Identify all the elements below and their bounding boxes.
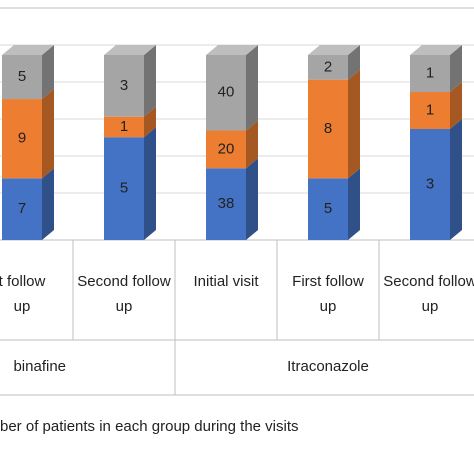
bar-side <box>348 45 360 80</box>
bar-side <box>144 106 156 138</box>
bar-side <box>42 89 54 179</box>
bar-side <box>348 168 360 240</box>
bar-top <box>104 45 156 55</box>
x-tick-label: Initial visit <box>193 273 259 290</box>
bar-side <box>42 168 54 240</box>
bar-segment <box>410 55 450 92</box>
data-label: 7 <box>18 200 26 217</box>
x-tick-label-line: t follow <box>0 273 46 290</box>
bar-segment <box>308 55 348 80</box>
bar-segment <box>2 99 42 179</box>
bar-side <box>450 45 462 92</box>
bar-segment <box>2 178 42 240</box>
x-tick-label-line: First follow <box>292 273 364 290</box>
bar-side <box>144 127 156 240</box>
bar-top <box>206 45 258 55</box>
data-label: 1 <box>426 101 434 118</box>
bar-segment <box>104 137 144 240</box>
data-label: 9 <box>18 130 26 147</box>
bar-segment <box>206 168 246 240</box>
bar-side <box>144 45 156 117</box>
bar-segment <box>410 129 450 240</box>
bar-side <box>450 82 462 129</box>
caption: ber of patients in each group during the… <box>0 418 299 435</box>
bar-top <box>308 45 360 55</box>
data-label: 40 <box>218 84 235 101</box>
x-tick-label: First follow up <box>292 273 364 315</box>
bar-segment <box>308 79 348 179</box>
x-tick-label-line: up <box>320 298 337 315</box>
bar-segment <box>206 130 246 169</box>
bar-side <box>348 69 360 179</box>
bar-top <box>2 45 54 55</box>
group-label: binafine <box>13 358 66 375</box>
bar-side <box>246 45 258 131</box>
bar-segment <box>104 116 144 138</box>
bar-segment <box>206 55 246 131</box>
data-label: 1 <box>426 64 434 81</box>
x-tick-label: t follow up <box>0 273 46 315</box>
bar-side <box>42 45 54 100</box>
data-label: 1 <box>120 118 128 135</box>
bar-side <box>450 119 462 240</box>
data-label: 2 <box>324 58 332 75</box>
x-tick-label-line: Second follow <box>383 273 474 290</box>
bar-segment <box>104 55 144 117</box>
data-label: 20 <box>218 140 235 157</box>
data-label: 5 <box>324 200 332 217</box>
x-tick-label-line: up <box>14 298 31 315</box>
x-tick-label-line: up <box>116 298 133 315</box>
x-tick-label-line: Second follow <box>77 273 171 290</box>
bar-side <box>246 158 258 240</box>
x-tick-label-line: up <box>422 298 439 315</box>
bar-segment <box>410 92 450 129</box>
bar-top <box>410 45 462 55</box>
x-tick-label: Second follow up <box>383 273 474 315</box>
data-label: 8 <box>324 120 332 137</box>
bar-segment <box>308 178 348 240</box>
x-tick-label: Second follow up <box>77 273 171 315</box>
bar-segment <box>2 55 42 100</box>
data-label: 38 <box>218 195 235 212</box>
data-label: 3 <box>120 77 128 94</box>
data-label: 5 <box>18 68 26 85</box>
group-label: Itraconazole <box>287 358 369 375</box>
data-label: 5 <box>120 180 128 197</box>
data-label: 3 <box>426 175 434 192</box>
bar-side <box>246 120 258 169</box>
